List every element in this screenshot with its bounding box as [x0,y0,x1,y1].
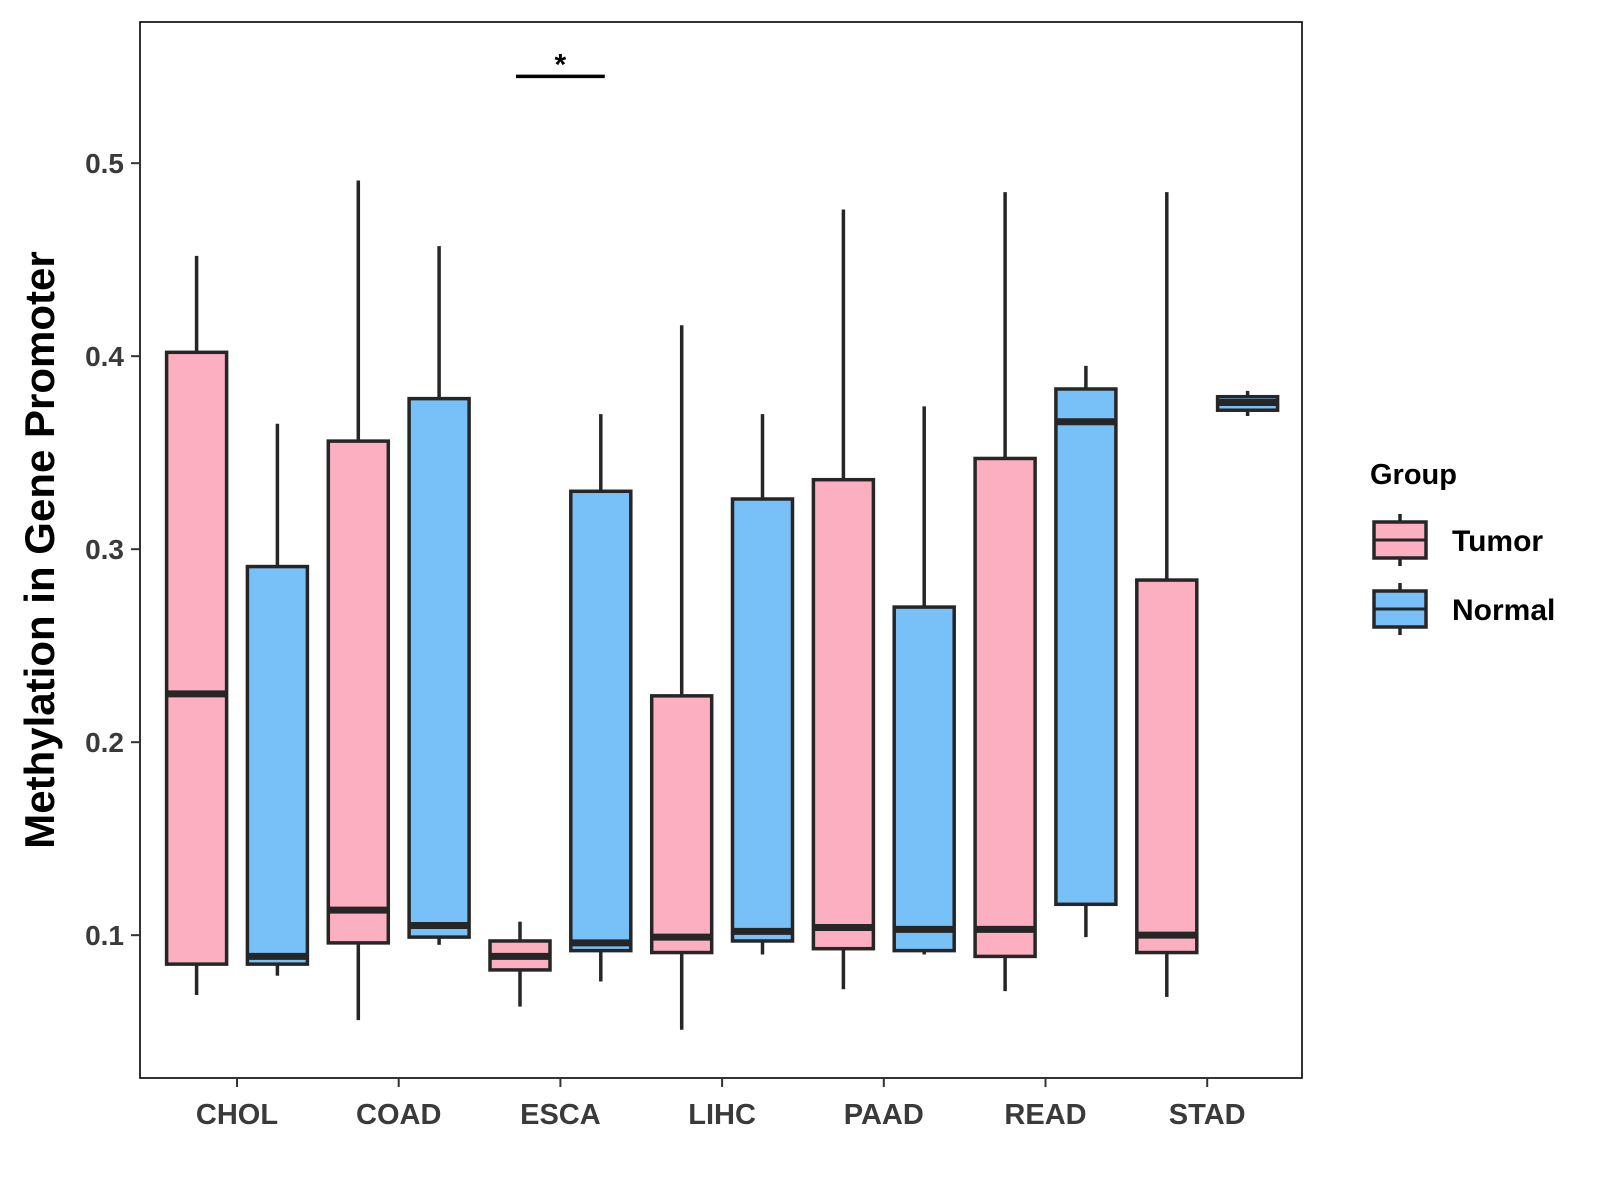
x-tick-label-esca: ESCA [520,1099,601,1131]
iqr-box-stad-tumor [1135,578,1199,955]
x-tick-label-lihc: LIHC [688,1099,756,1131]
box-paad-tumor [811,209,876,990]
iqr-box-lihc-normal [730,497,795,943]
plot-panel [139,21,1303,1079]
legend-items: Tumor Normal [1372,514,1555,635]
x-axis: CHOL COAD ESCA LIHC PAAD READ STAD [196,1078,1246,1131]
legend-label-tumor: Tumor [1452,525,1543,558]
x-tick-label-stad: STAD [1169,1099,1246,1131]
box-read-normal [1054,365,1118,938]
x-tick-label-read: READ [1004,1099,1086,1131]
y-tick-label-1: 0.2 [85,727,124,758]
legend-item-normal: Normal [1372,583,1555,635]
box-stad-tumor [1135,192,1199,997]
iqr-box-coad-tumor [326,439,391,945]
iqr-box-read-normal [1054,387,1118,907]
iqr-box-coad-normal [407,396,471,939]
box-paad-normal [892,406,956,955]
iqr-box-paad-tumor [811,477,876,951]
box-chol-tumor [164,255,229,996]
box-coad-normal [407,246,471,945]
y-tick-label-4: 0.5 [85,148,124,179]
legend-label-normal: Normal [1452,594,1555,627]
box-esca-tumor [488,921,552,1007]
box-esca-normal [569,414,633,982]
iqr-box-chol-tumor [164,350,229,966]
box-chol-normal [245,423,310,976]
iqr-box-paad-normal [892,605,956,953]
box-lihc-normal [730,414,795,955]
iqr-box-lihc-tumor [649,694,714,955]
y-tick-label-2: 0.3 [85,534,124,565]
legend: Group Tumor Normal [1370,459,1555,635]
iqr-box-chol-normal [245,564,310,966]
iqr-box-read-tumor [973,456,1037,959]
legend-item-tumor: Tumor [1372,514,1543,566]
box-coad-tumor [326,180,391,1021]
x-tick-label-coad: COAD [356,1099,441,1131]
y-axis: 0.1 0.2 0.3 0.4 0.5 [85,148,140,951]
iqr-box-esca-normal [569,489,633,953]
x-tick-label-paad: PAAD [844,1099,924,1131]
y-axis-title: Methylation in Gene Promoter [16,251,63,848]
y-tick-label-0: 0.1 [85,920,124,951]
annotations-layer: * [516,48,605,81]
boxes-layer [164,180,1280,1030]
x-tick-label-chol: CHOL [196,1099,278,1131]
y-tick-label-3: 0.4 [85,341,124,372]
significance-label-esca: * [555,48,567,81]
legend-title: Group [1370,459,1457,491]
box-read-tumor [973,192,1037,992]
box-lihc-tumor [649,325,714,1030]
box-stad-normal [1215,390,1280,417]
